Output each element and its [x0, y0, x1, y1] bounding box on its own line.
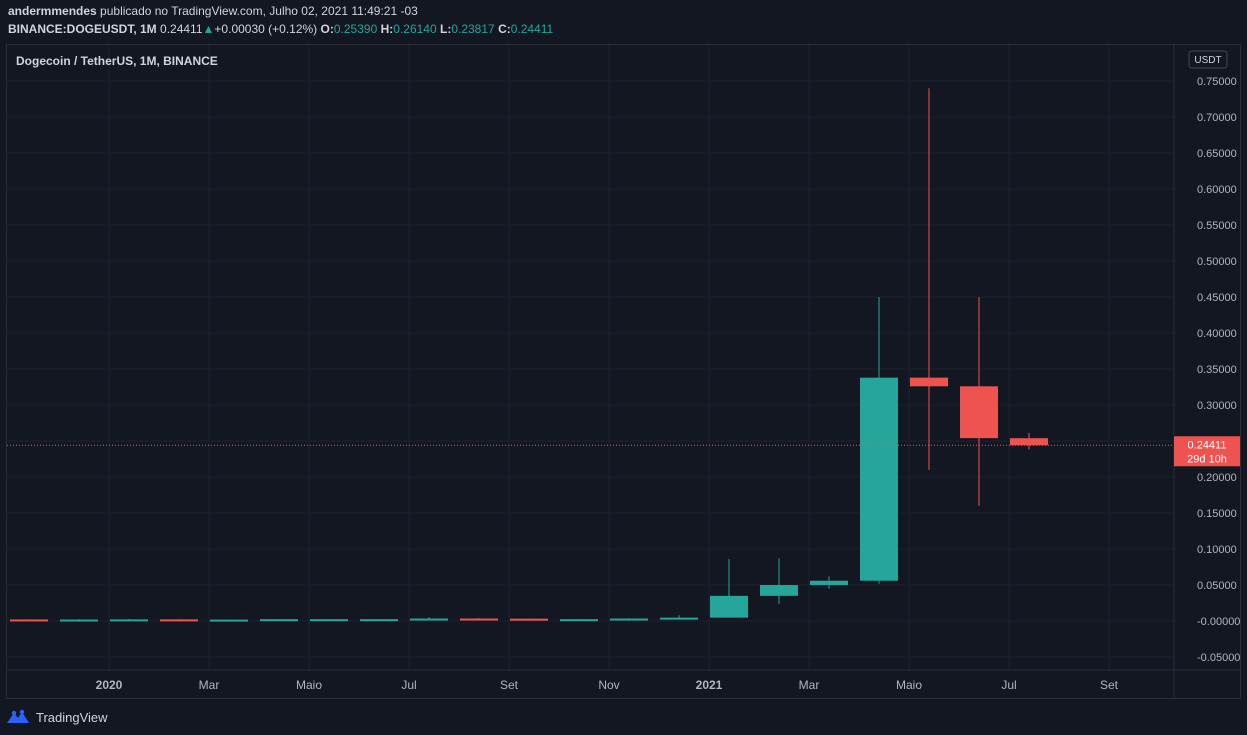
- x-tick-label: Maio: [896, 678, 922, 692]
- time-axis: 2020 Mar Maio Jul Set Nov 2021 Mar Maio Jul Set: [7, 669, 1240, 692]
- candle-body[interactable]: [10, 619, 48, 622]
- candle-body[interactable]: [810, 580, 848, 586]
- x-tick-label: Mar: [799, 678, 820, 692]
- chart-frame[interactable]: 0.75000 0.70000 0.65000 0.60000 0.55000 0.500…: [6, 44, 1241, 699]
- candle-body[interactable]: [110, 619, 148, 622]
- tradingview-footer[interactable]: TradingView: [6, 706, 108, 728]
- low-label: L:: [440, 22, 452, 36]
- currency-badge[interactable]: USDT: [1188, 50, 1228, 69]
- y-tick-label: -0.05000: [1197, 652, 1240, 664]
- countdown-badge-value: 29d 10h: [1187, 453, 1227, 465]
- last-price-badge: 0.24411 29d 10h: [1174, 436, 1240, 467]
- price-axis: 0.75000 0.70000 0.65000 0.60000 0.55000 0.500…: [1173, 45, 1240, 698]
- candle-body[interactable]: [60, 619, 98, 622]
- y-tick-label: 0.20000: [1197, 472, 1237, 484]
- up-arrow-icon: ▲: [202, 22, 215, 36]
- candle-body[interactable]: [410, 618, 448, 621]
- y-tick-label: 0.70000: [1197, 112, 1237, 124]
- y-tick-label: 0.05000: [1197, 580, 1237, 592]
- high-value: 0.26140: [393, 22, 437, 36]
- y-tick-label: 0.45000: [1197, 292, 1237, 304]
- candle-body[interactable]: [960, 386, 998, 439]
- candle-body[interactable]: [510, 618, 548, 621]
- x-tick-label: Mar: [199, 678, 220, 692]
- x-tick-label: 2021: [696, 678, 723, 692]
- candle-body[interactable]: [710, 595, 748, 618]
- candle-body[interactable]: [760, 585, 798, 596]
- y-tick-label: 0.55000: [1197, 220, 1237, 232]
- chart-header: andermmendes publicado no TradingView.co…: [0, 0, 1247, 42]
- last-price-badge-value: 0.24411: [1188, 439, 1227, 451]
- low-value: 0.23817: [451, 22, 495, 36]
- x-tick-label: Nov: [598, 678, 619, 692]
- candle-body[interactable]: [310, 619, 348, 622]
- candle-body[interactable]: [910, 377, 948, 387]
- candle-body[interactable]: [160, 619, 198, 622]
- candle-body[interactable]: [660, 617, 698, 620]
- open-label: O:: [320, 22, 334, 36]
- author-name[interactable]: andermmendes: [8, 4, 97, 18]
- chart-title: Dogecoin / TetherUS, 1M, BINANCE: [16, 54, 218, 68]
- publish-info: andermmendes publicado no TradingView.co…: [8, 4, 418, 18]
- close-label: C:: [498, 22, 511, 36]
- open-value: 0.25390: [333, 22, 378, 36]
- published-text: publicado no TradingView.com, Julho 02, …: [100, 4, 418, 18]
- y-tick-label: 0.30000: [1197, 400, 1237, 412]
- brand-label: TradingView: [36, 709, 108, 725]
- high-label: H:: [380, 22, 394, 36]
- candle-body[interactable]: [860, 377, 898, 581]
- x-tick-label: 2020: [96, 678, 123, 692]
- y-tick-label: 0.35000: [1197, 364, 1237, 376]
- x-tick-label: Jul: [401, 678, 416, 692]
- x-tick-label: Maio: [296, 678, 322, 692]
- candle-body[interactable]: [610, 618, 648, 621]
- candle-body[interactable]: [460, 618, 498, 621]
- candle-body[interactable]: [560, 619, 598, 622]
- candle-body[interactable]: [1010, 438, 1048, 446]
- candles: [10, 88, 1048, 622]
- candle-body[interactable]: [360, 619, 398, 622]
- y-tick-label: 0.50000: [1197, 256, 1237, 268]
- y-tick-label: 0.40000: [1197, 328, 1237, 340]
- x-tick-label: Set: [500, 678, 519, 692]
- currency-badge-label: USDT: [1194, 55, 1221, 66]
- tradingview-logo-icon: [7, 709, 29, 723]
- x-tick-label: Jul: [1001, 678, 1016, 692]
- y-tick-label: 0.75000: [1197, 76, 1237, 88]
- y-tick-label: 0.60000: [1197, 184, 1237, 196]
- candle-body[interactable]: [210, 619, 248, 622]
- y-tick-label: 0.65000: [1197, 148, 1237, 160]
- last-price: 0.24411: [160, 22, 203, 36]
- price-change: +0.00030 (+0.12%): [214, 22, 318, 36]
- close-value: 0.24411: [510, 22, 554, 36]
- x-tick-label: Set: [1100, 678, 1119, 692]
- candle-body[interactable]: [260, 619, 298, 622]
- ohlc-legend: BINANCE:DOGEUSDT, 1M 0.24411▲+0.00030 (+…: [8, 22, 553, 36]
- y-tick-label: 0.15000: [1197, 508, 1237, 520]
- grid-lines: [7, 45, 1174, 670]
- y-tick-label: -0.00000: [1197, 616, 1240, 628]
- candlestick-chart[interactable]: 0.75000 0.70000 0.65000 0.60000 0.55000 0.500…: [7, 45, 1240, 698]
- symbol-label[interactable]: BINANCE:DOGEUSDT, 1M: [8, 22, 157, 36]
- y-tick-label: 0.10000: [1197, 544, 1237, 556]
